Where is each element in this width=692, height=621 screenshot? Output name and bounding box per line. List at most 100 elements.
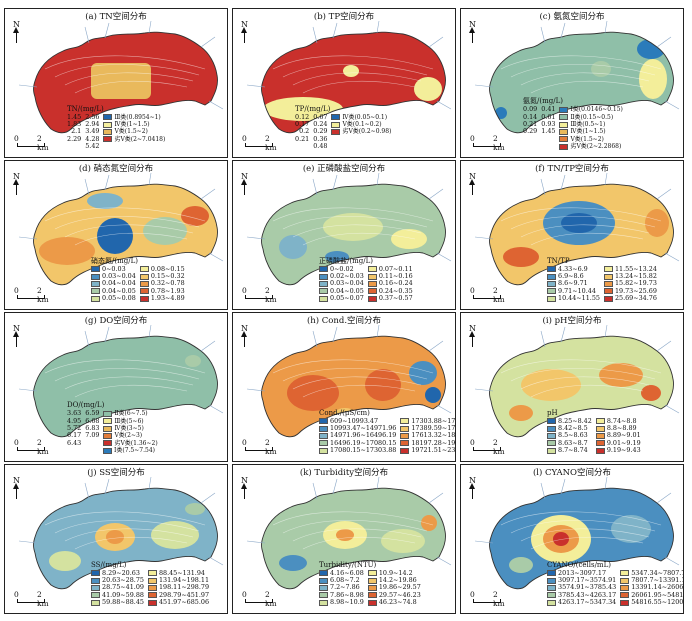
legend: CYANO/(cells/mL) 2013~3097.17 3097.17~3574… xyxy=(547,561,684,607)
isoline-value: 0.48 xyxy=(313,141,328,150)
legend-swatch xyxy=(547,273,556,280)
surface-zone xyxy=(325,251,349,263)
legend-label: 41.09~59.88 xyxy=(102,590,144,599)
legend-label: 0.04~0.04 xyxy=(102,279,136,288)
surface-zone xyxy=(509,405,533,421)
inflow-stream xyxy=(332,22,338,39)
inflow-stream xyxy=(376,324,380,338)
isoline-value: 3.49 xyxy=(85,127,100,136)
inflow-stream xyxy=(428,36,444,48)
legend-item: 8.63~8.7 xyxy=(547,439,592,447)
legend-item: 41.09~59.88 xyxy=(91,590,144,599)
legend-label: 59.88~88.45 xyxy=(102,597,144,606)
legend-label: Ⅳ类(1~1.5) xyxy=(570,128,606,136)
legend-label: 0.04~0.05 xyxy=(330,286,364,295)
legend-item: 46.23~74.8 xyxy=(367,597,421,606)
legend-swatch xyxy=(367,585,377,592)
legend-item: 15.82~19.73 xyxy=(603,280,657,287)
legend-label: 17389.59~17613.32 xyxy=(411,424,456,433)
legend-label: 1.93~4.89 xyxy=(150,293,185,302)
legend-swatch xyxy=(367,570,377,577)
inflow-stream xyxy=(208,556,224,566)
panel-ammonia: (c) 氨氮空间分布 N 0 2 km 氨氮/(mg/L) 0.09 0.14 0.21 0.2… xyxy=(460,8,684,158)
panel-tn-tp: (f) TN/TP空间分布 N 0 2 km TN/TP 4.33~6.9 6.9~8.6 8… xyxy=(460,160,684,310)
inflow-stream xyxy=(18,540,38,544)
north-arrow-icon: N xyxy=(467,476,479,499)
inflow-stream xyxy=(474,84,494,88)
legend-swatch xyxy=(319,288,328,295)
inflow-stream xyxy=(208,252,224,262)
surface-zone xyxy=(185,355,201,367)
contour-line xyxy=(74,232,188,246)
legend-item: 0.15~0.32 xyxy=(139,272,185,280)
legend: Cond./(μS/cm) 609~10993.47 10993.47~14971.… xyxy=(319,409,456,455)
north-arrow-icon: N xyxy=(467,172,479,195)
inflow-stream xyxy=(376,172,380,186)
legend-label: 298.79~451.97 xyxy=(158,590,210,599)
scale-bar: 0 2 km xyxy=(469,590,509,608)
inflow-stream xyxy=(246,236,266,240)
scale-km: 2 km xyxy=(493,438,505,456)
legend-label: 10.44~11.55 xyxy=(558,293,600,302)
legend-swatch xyxy=(147,585,157,592)
legend-swatch xyxy=(559,121,569,128)
legend-item: 8.7~8.74 xyxy=(547,446,592,454)
lake-outline xyxy=(261,31,446,134)
inflow-stream xyxy=(664,404,680,414)
legend-label: 14971.96~16496.19 xyxy=(330,431,397,440)
legend-label: 46.23~74.8 xyxy=(378,597,417,606)
legend-swatch xyxy=(595,447,605,454)
inflow-stream xyxy=(246,84,266,88)
panel-tp: (b) TP空间分布 N 0 2 km TP/(mg/L) 0.12 0.17 0.2 0.21… xyxy=(232,8,456,158)
lake-map xyxy=(18,324,224,438)
legend-label: 54816.55~120071 xyxy=(631,597,684,606)
lake-outline xyxy=(489,487,674,590)
scale-zero: 0 xyxy=(14,134,19,143)
legend-swatch xyxy=(319,273,328,280)
inflow-stream xyxy=(246,388,266,392)
legend-swatch xyxy=(319,599,328,606)
inflow-stream xyxy=(332,478,338,495)
panel-title: (d) 硝态氮空间分布 xyxy=(78,164,154,174)
legend-swatch xyxy=(319,440,328,447)
surface-zone xyxy=(637,39,665,59)
scale-zero: 0 xyxy=(470,590,475,599)
inflow-stream xyxy=(436,404,452,414)
legend-swatch xyxy=(103,425,113,432)
scale-zero: 0 xyxy=(470,134,475,143)
contour-line xyxy=(500,55,662,70)
contour-line xyxy=(530,80,644,94)
surface-zone xyxy=(343,65,359,77)
legend-item: 劣Ⅴ类(2~7.0418) xyxy=(103,136,165,143)
scale-km: 2 km xyxy=(493,286,505,304)
legend-item: 8.25~8.42 xyxy=(547,417,592,425)
legend-label: 25.69~34.76 xyxy=(614,293,657,302)
legend-swatch xyxy=(103,447,112,454)
legend-item: 9.19~9.43 xyxy=(595,446,641,454)
legend: TP/(mg/L) 0.12 0.17 0.2 0.21 0.67 0.24 0.29 0.36… xyxy=(295,105,391,151)
legend-item: 3785.43~4263.17 xyxy=(547,591,616,599)
legend-swatch xyxy=(400,425,410,432)
legend-item: 28.75~41.09 xyxy=(91,584,144,591)
inflow-stream xyxy=(604,172,608,186)
contour-line xyxy=(302,232,416,246)
legend-title: DO/(mg/L) xyxy=(67,401,105,410)
scale-bar: 0 2 km xyxy=(469,134,509,152)
legend-swatch xyxy=(103,440,113,447)
legend-swatch xyxy=(547,418,556,425)
legend-label: 0.03~0.04 xyxy=(102,272,136,281)
isoline-value: 0.21 xyxy=(523,120,538,129)
scale-zero: 0 xyxy=(242,134,247,143)
isoline-value: 1.45 xyxy=(541,127,556,136)
isoline-value: 0.41 xyxy=(541,105,556,114)
inflow-stream xyxy=(84,26,90,44)
isoline-value: 6.68 xyxy=(85,416,100,425)
inflow-stream xyxy=(246,540,266,544)
inflow-stream xyxy=(18,84,38,88)
legend-label: 0.04~0.05 xyxy=(102,286,136,295)
legend-swatch xyxy=(331,121,341,128)
legend-swatch xyxy=(139,281,149,288)
isoline-value: 0.29 xyxy=(523,127,538,136)
legend-label: 8.5~8.63 xyxy=(558,431,588,440)
legend-label: 8.89~9.01 xyxy=(606,431,641,440)
